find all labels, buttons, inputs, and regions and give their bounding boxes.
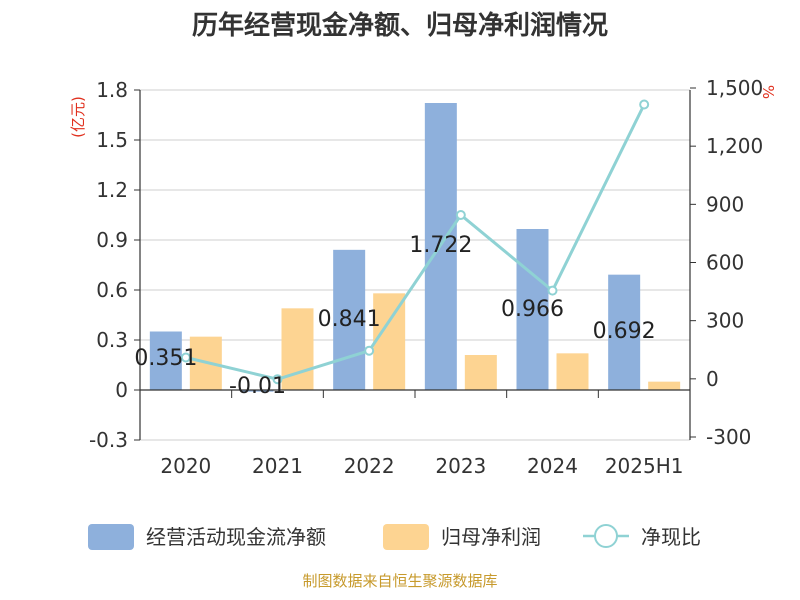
right-tick-label: 900 [706,192,744,216]
bar-net-profit [648,381,681,390]
chart-title: 历年经营现金净额、归母净利润情况 [192,10,608,41]
category-label: 2024 [527,454,578,478]
right-axis-unit: % [759,85,777,99]
left-tick-label: 1.8 [96,78,128,102]
ratio-point [455,209,466,220]
bar-operating-cash-flow [149,331,182,390]
bar-operating-cash-flow [333,249,366,390]
right-axis-ticks: -300 0 300 600 900 1,200 1,500 [690,76,763,449]
bar-value-label: -0.01 [229,374,286,399]
right-tick-label: -300 [706,425,751,449]
ratio-line-path [185,103,646,381]
category-ticks: 2020 2021 2022 2023 2024 2025H1 [139,390,691,478]
left-axis-unit: (亿元) [69,96,87,138]
grid-lines [140,89,690,441]
data-labels: 0.351 -0.01 0.841 1.722 0.966 0.692 [134,233,655,399]
bar-value-label: 0.351 [134,346,197,371]
bar-net-profit [556,353,589,390]
bar-value-label: 0.841 [318,307,381,332]
right-tick-label: 300 [706,309,744,333]
right-tick-label: 600 [706,251,744,275]
ratio-point [364,345,375,356]
legend-marker [594,524,618,548]
legend-label: 经营活动现金流净额 [146,525,326,549]
legend-swatch [383,524,429,550]
bar-operating-cash-flow [608,274,641,390]
category-label: 2020 [160,454,211,478]
bars [149,103,681,392]
bar-value-label: 0.966 [501,297,564,322]
left-tick-label: 1.5 [96,128,128,152]
ratio-point [547,285,558,296]
bar-net-profit [373,293,406,390]
category-label: 2025H1 [605,454,684,478]
bar-value-label: 1.722 [409,233,472,258]
ratio-point [272,374,283,385]
bar-operating-cash-flow [241,390,274,392]
bar-value-label: 0.692 [593,319,656,344]
right-tick-label: 1,200 [706,134,763,158]
bar-net-profit [464,355,497,390]
ratio-point [639,99,650,110]
category-label: 2022 [344,454,395,478]
legend: 经营活动现金流净额 归母净利润 净现比 [88,524,701,550]
legend-label: 归母净利润 [441,525,541,549]
right-tick-label: 1,500 [706,76,763,100]
left-tick-label: 1.2 [96,178,128,202]
right-tick-label: 0 [706,367,719,391]
category-label: 2023 [435,454,486,478]
axes [139,90,691,440]
left-tick-label: -0.3 [89,428,128,452]
left-tick-label: 0.3 [96,328,128,352]
data-source-note: 制图数据来自恒生聚源数据库 [302,572,497,590]
legend-label: 净现比 [641,525,701,549]
category-label: 2021 [252,454,303,478]
ratio-line [180,99,650,385]
bar-operating-cash-flow [516,229,549,390]
left-tick-label: 0.6 [96,278,128,302]
left-tick-label: 0.9 [96,228,128,252]
ratio-point [180,352,191,363]
left-tick-label: 0 [115,378,128,402]
left-axis-ticks: -0.3 0 0.3 0.6 0.9 1.2 1.5 1.8 [89,78,140,452]
legend-swatch [88,524,134,550]
